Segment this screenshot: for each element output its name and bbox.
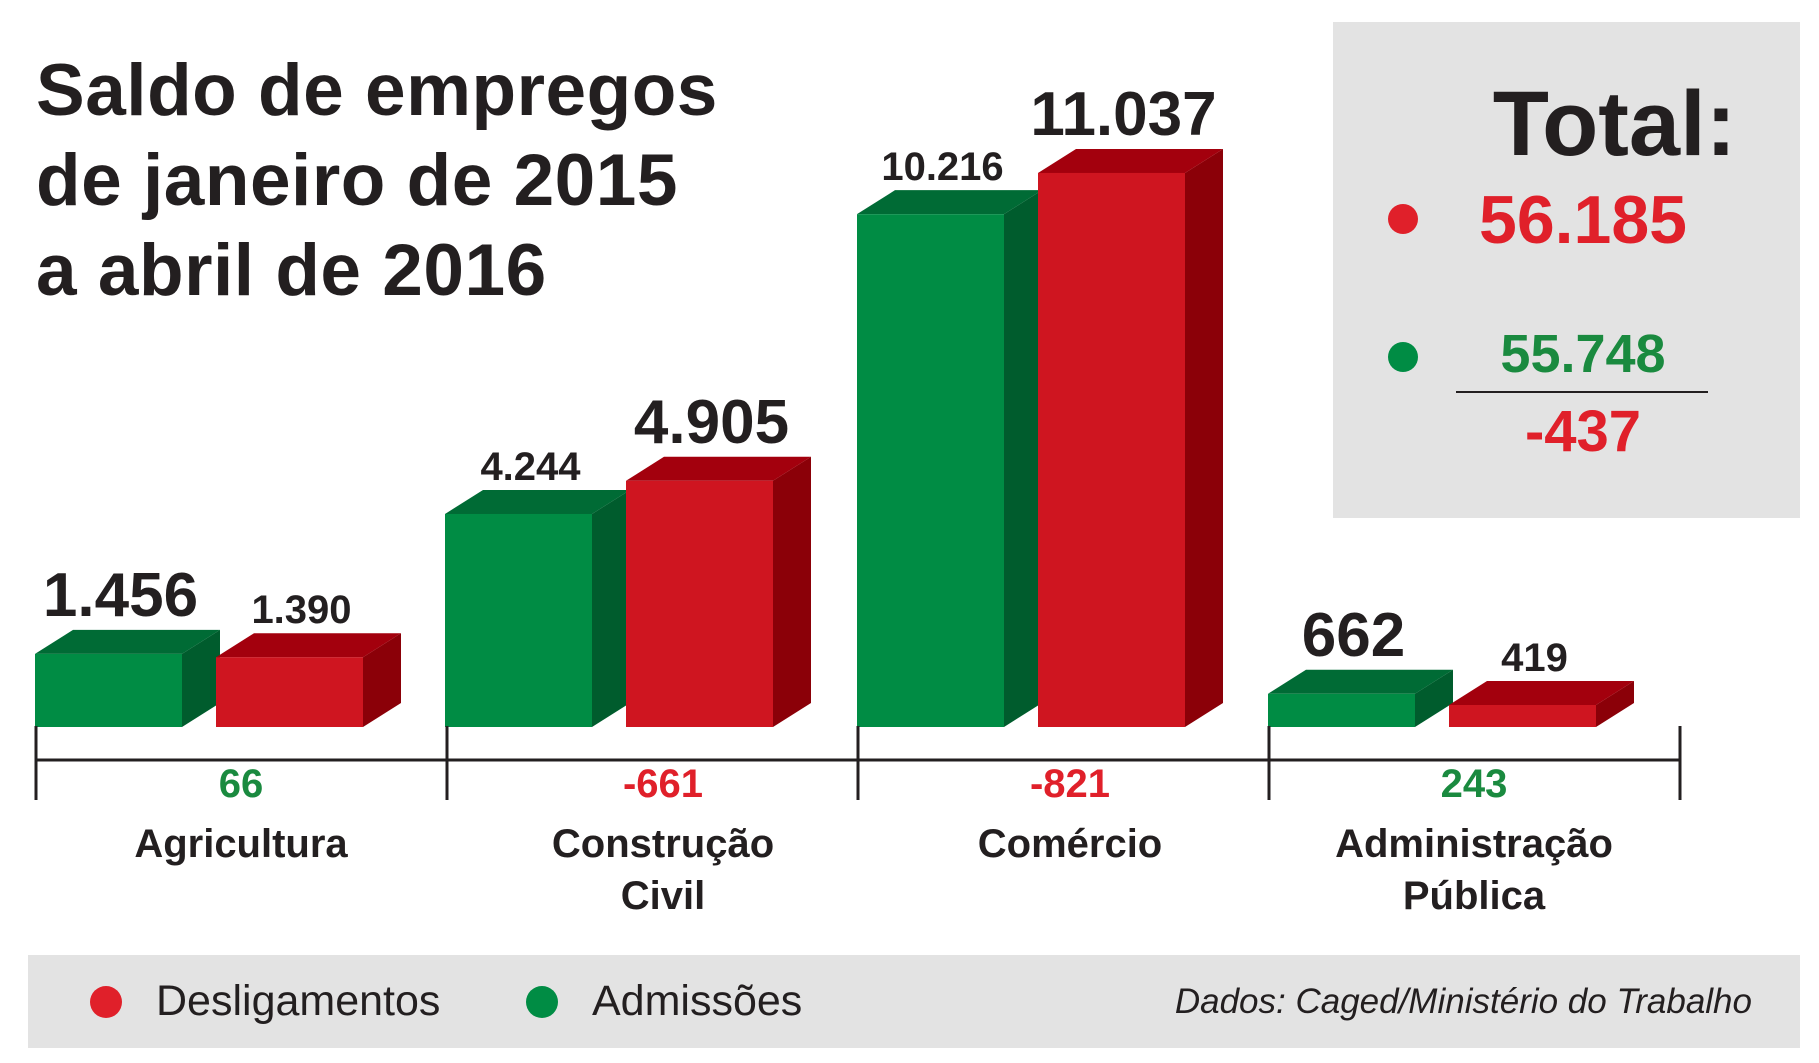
legend-item-desligamentos: Desligamentos	[90, 955, 440, 1048]
category-label-1-1: Civil	[621, 874, 705, 918]
bar-side-admissoes-2	[1004, 190, 1042, 727]
desligamentos-dot	[1388, 204, 1418, 234]
legend-label-desligamentos: Desligamentos	[156, 977, 441, 1025]
bar-side-admissoes-3	[1415, 669, 1453, 727]
bar-desligamentos-2	[1038, 172, 1185, 727]
bar-top-desligamentos-1	[626, 456, 811, 481]
bar-value-label-admissoes-1: 4.244	[480, 445, 581, 489]
total-panel: Total: 56.185 55.748 -437	[1333, 22, 1800, 518]
bar-admissoes-1	[445, 513, 592, 727]
bar-admissoes-2	[857, 214, 1004, 727]
legend-item-admissoes: Admissões	[526, 955, 802, 1048]
legend-bar: Desligamentos Admissões Dados: Caged/Min…	[28, 955, 1800, 1048]
title-line-3: a abril de 2016	[36, 230, 547, 311]
balance-label-3: 243	[1441, 762, 1508, 806]
bar-admissoes-0	[35, 653, 182, 727]
balance-label-0: 66	[219, 762, 264, 806]
bar-side-desligamentos-0	[363, 633, 401, 727]
bar-top-admissoes-2	[857, 190, 1042, 215]
title-line-1: Saldo de empregos	[36, 50, 718, 131]
desligamentos-swatch-icon	[90, 985, 122, 1018]
bar-value-label-desligamentos-1: 4.905	[634, 388, 789, 457]
bar-side-desligamentos-2	[1185, 148, 1223, 727]
bar-admissoes-3	[1268, 693, 1415, 727]
total-admissoes: 55.748	[1500, 324, 1666, 384]
bar-top-desligamentos-0	[216, 633, 401, 658]
bar-top-desligamentos-3	[1449, 681, 1634, 705]
bar-value-label-desligamentos-0: 1.390	[251, 588, 351, 632]
category-label-1-0: Construção	[552, 822, 774, 866]
legend-label-admissoes: Admissões	[592, 977, 803, 1025]
total-desligamentos: 56.185	[1479, 182, 1687, 258]
admissoes-swatch-icon	[526, 985, 558, 1018]
total-label: Total:	[1492, 73, 1737, 175]
balance-label-2: -821	[1030, 762, 1110, 806]
bar-desligamentos-0	[216, 657, 363, 727]
bar-side-desligamentos-3	[1596, 681, 1634, 727]
total-divider	[1456, 391, 1708, 393]
admissoes-dot	[1388, 342, 1418, 372]
category-label-2-0: Comércio	[978, 822, 1163, 866]
balance-label-1: -661	[623, 762, 703, 806]
bar-value-label-admissoes-2: 10.216	[881, 145, 1003, 189]
bar-side-admissoes-1	[592, 489, 630, 727]
title-line-2: de janeiro de 2015	[36, 140, 678, 221]
bar-top-admissoes-0	[35, 629, 220, 654]
bar-value-label-admissoes-0: 1.456	[43, 561, 198, 630]
total-saldo: -437	[1524, 399, 1642, 464]
bar-value-label-admissoes-3: 662	[1302, 601, 1405, 670]
category-label-3-1: Pública	[1403, 874, 1546, 918]
bar-top-admissoes-3	[1268, 669, 1453, 694]
source-note: Dados: Caged/Ministério do Trabalho	[1174, 982, 1752, 1021]
bar-top-admissoes-1	[445, 489, 630, 514]
bar-side-admissoes-0	[182, 629, 220, 727]
category-label-0-0: Agricultura	[134, 822, 348, 866]
chart-title: Saldo de empregos de janeiro de 2015 a a…	[36, 46, 718, 316]
bar-side-desligamentos-1	[773, 456, 811, 727]
bar-value-label-desligamentos-3: 419	[1501, 636, 1568, 680]
bar-desligamentos-1	[626, 480, 773, 727]
bar-desligamentos-3	[1449, 705, 1596, 727]
category-label-3-0: Administração	[1335, 822, 1613, 866]
bar-value-label-desligamentos-2: 11.037	[1030, 80, 1216, 149]
bar-top-desligamentos-2	[1038, 148, 1223, 173]
